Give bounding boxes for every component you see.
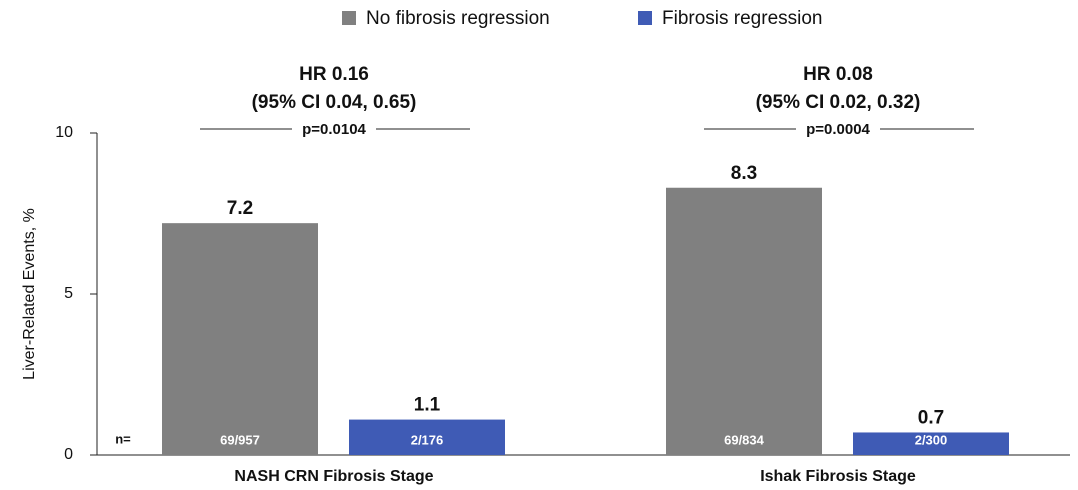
- y-tick-label: 10: [55, 124, 73, 141]
- ci-label: (95% CI 0.04, 0.65): [252, 92, 417, 113]
- legend-swatch: [638, 11, 652, 25]
- hr-label: HR 0.16: [299, 64, 369, 85]
- legend-swatch: [342, 11, 356, 25]
- ci-label: (95% CI 0.02, 0.32): [756, 92, 921, 113]
- legend-label: Fibrosis regression: [662, 8, 823, 29]
- count-label: 2/300: [915, 432, 948, 447]
- bar: [853, 432, 1009, 455]
- p-label: p=0.0104: [302, 121, 366, 138]
- y-tick-label: 5: [64, 285, 73, 302]
- bar: [666, 187, 822, 456]
- y-axis-label: Liver-Related Events, %: [21, 208, 38, 380]
- value-label: 0.7: [918, 407, 944, 428]
- count-label: 69/957: [220, 432, 260, 447]
- value-label: 1.1: [414, 395, 441, 416]
- count-label: 2/176: [411, 432, 444, 447]
- n-label: n=: [115, 431, 131, 446]
- value-label: 7.2: [227, 198, 253, 219]
- bar: [162, 223, 318, 455]
- legend-label: No fibrosis regression: [366, 8, 550, 29]
- count-label: 69/834: [724, 432, 765, 447]
- p-label: p=0.0004: [806, 121, 870, 138]
- hr-label: HR 0.08: [803, 64, 873, 85]
- x-tick-label: Ishak Fibrosis Stage: [760, 468, 916, 485]
- value-label: 8.3: [731, 163, 757, 184]
- x-tick-label: NASH CRN Fibrosis Stage: [234, 468, 433, 485]
- y-tick-label: 0: [64, 446, 73, 463]
- bar: [349, 419, 505, 455]
